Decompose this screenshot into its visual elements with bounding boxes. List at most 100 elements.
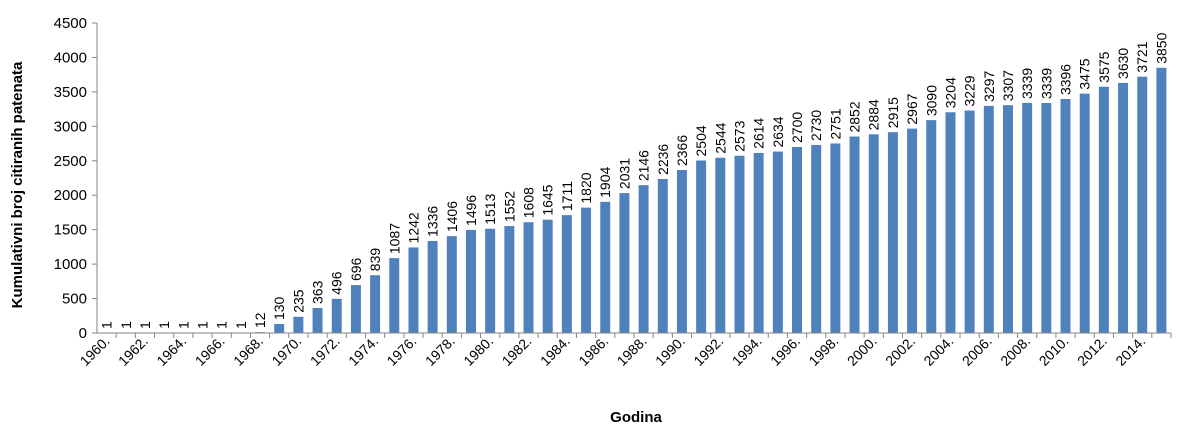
x-tick-label: 1992. [690, 333, 726, 369]
x-tick-label: 2008. [997, 333, 1033, 369]
x-tick-label: 1980. [460, 333, 496, 369]
x-tick-label: 1978. [422, 333, 458, 369]
bar [370, 275, 381, 333]
y-tick-label: 2000 [54, 187, 87, 204]
data-label: 3339 [1019, 68, 1035, 99]
data-label: 2852 [847, 101, 863, 132]
y-tick-label: 500 [62, 291, 87, 308]
bar [638, 185, 649, 333]
data-label: 1608 [521, 187, 537, 218]
bar [1060, 99, 1071, 333]
x-tick-label: 1966. [192, 333, 228, 369]
bar [446, 236, 457, 333]
x-axis-title: Godina [610, 409, 662, 426]
bar [1041, 102, 1052, 333]
data-label: 2730 [808, 110, 824, 141]
data-label: 1711 [559, 181, 575, 211]
data-label: 1 [214, 321, 230, 329]
bar [561, 215, 572, 333]
bar [331, 298, 342, 333]
data-label: 1087 [386, 223, 402, 254]
bar [274, 324, 285, 333]
y-axis-title: Kumulativni broj citiranih patenata [9, 61, 26, 308]
bar [926, 120, 937, 333]
bar [772, 151, 783, 333]
bar [907, 128, 918, 333]
data-label: 2634 [770, 116, 786, 147]
bar [389, 258, 400, 333]
data-label: 1552 [501, 191, 517, 222]
bar [465, 229, 476, 333]
data-label: 2614 [751, 118, 767, 149]
x-tick-label: 2014. [1112, 333, 1148, 369]
bar [619, 193, 630, 333]
x-tick-label: 1964. [153, 333, 189, 369]
bar [811, 144, 822, 333]
bar [887, 132, 898, 333]
data-label: 3575 [1096, 51, 1112, 82]
data-label: 1513 [482, 193, 498, 224]
bar [1156, 67, 1167, 334]
data-label: 2031 [616, 158, 632, 189]
bar [945, 112, 956, 333]
bar [485, 228, 496, 333]
bar [849, 136, 860, 333]
data-label: 3396 [1058, 64, 1074, 95]
bar [312, 307, 323, 333]
data-label: 1336 [425, 206, 441, 237]
data-label: 1645 [540, 184, 556, 215]
data-label: 1 [194, 321, 210, 329]
x-tick-label: 1982. [499, 333, 535, 369]
data-label: 2146 [636, 150, 652, 181]
data-label: 3204 [942, 77, 958, 108]
y-tick-label: 4000 [54, 49, 87, 66]
bar [696, 160, 707, 333]
x-tick-label: 1972. [307, 333, 343, 369]
data-label: 2236 [655, 144, 671, 175]
bar [523, 222, 534, 333]
x-tick-label: 1986. [575, 333, 611, 369]
data-label: 1904 [597, 166, 613, 197]
bar [830, 143, 841, 333]
bar [734, 155, 745, 333]
data-label: 839 [367, 248, 383, 272]
data-label: 1 [99, 321, 115, 329]
y-tick-label: 1000 [54, 256, 87, 273]
y-axis: 0 500 1000 1500 2000 2500 3000 3500 4000 4500 [54, 15, 98, 342]
data-label: 3307 [1000, 70, 1016, 101]
x-tick-label: 2002. [882, 333, 918, 369]
x-tick-label: 1974. [345, 333, 381, 369]
bar [657, 178, 668, 333]
bar [753, 152, 764, 333]
x-tick-label: 2010. [1036, 333, 1072, 369]
data-label: 2967 [904, 93, 920, 124]
data-label: 2700 [789, 112, 805, 143]
y-tick-label: 0 [79, 325, 87, 342]
bars [101, 67, 1167, 334]
bar [1002, 105, 1013, 333]
x-tick-label: 1996. [767, 333, 803, 369]
data-label: 3630 [1115, 48, 1131, 79]
data-label: 1 [137, 321, 153, 329]
bar [792, 147, 803, 333]
x-tick-label: 1990. [652, 333, 688, 369]
bar [715, 157, 726, 333]
data-label: 2884 [866, 99, 882, 130]
data-label: 12 [252, 312, 268, 328]
x-tick-label: 1976. [383, 333, 419, 369]
data-label: 3339 [1038, 68, 1054, 99]
y-tick-label: 3000 [54, 118, 87, 135]
bar [676, 170, 687, 333]
bar [964, 110, 975, 334]
bar [983, 105, 994, 333]
bar [293, 316, 304, 333]
bar [1137, 76, 1148, 334]
bar [427, 240, 438, 333]
bar [1022, 102, 1033, 333]
data-label: 1 [233, 321, 249, 329]
bar [1118, 82, 1129, 333]
x-tick-label: 2006. [959, 333, 995, 369]
x-axis: 1960. 1962. 1964. 1966. 1968. 1970. 1972. 1974.… [77, 332, 1172, 369]
